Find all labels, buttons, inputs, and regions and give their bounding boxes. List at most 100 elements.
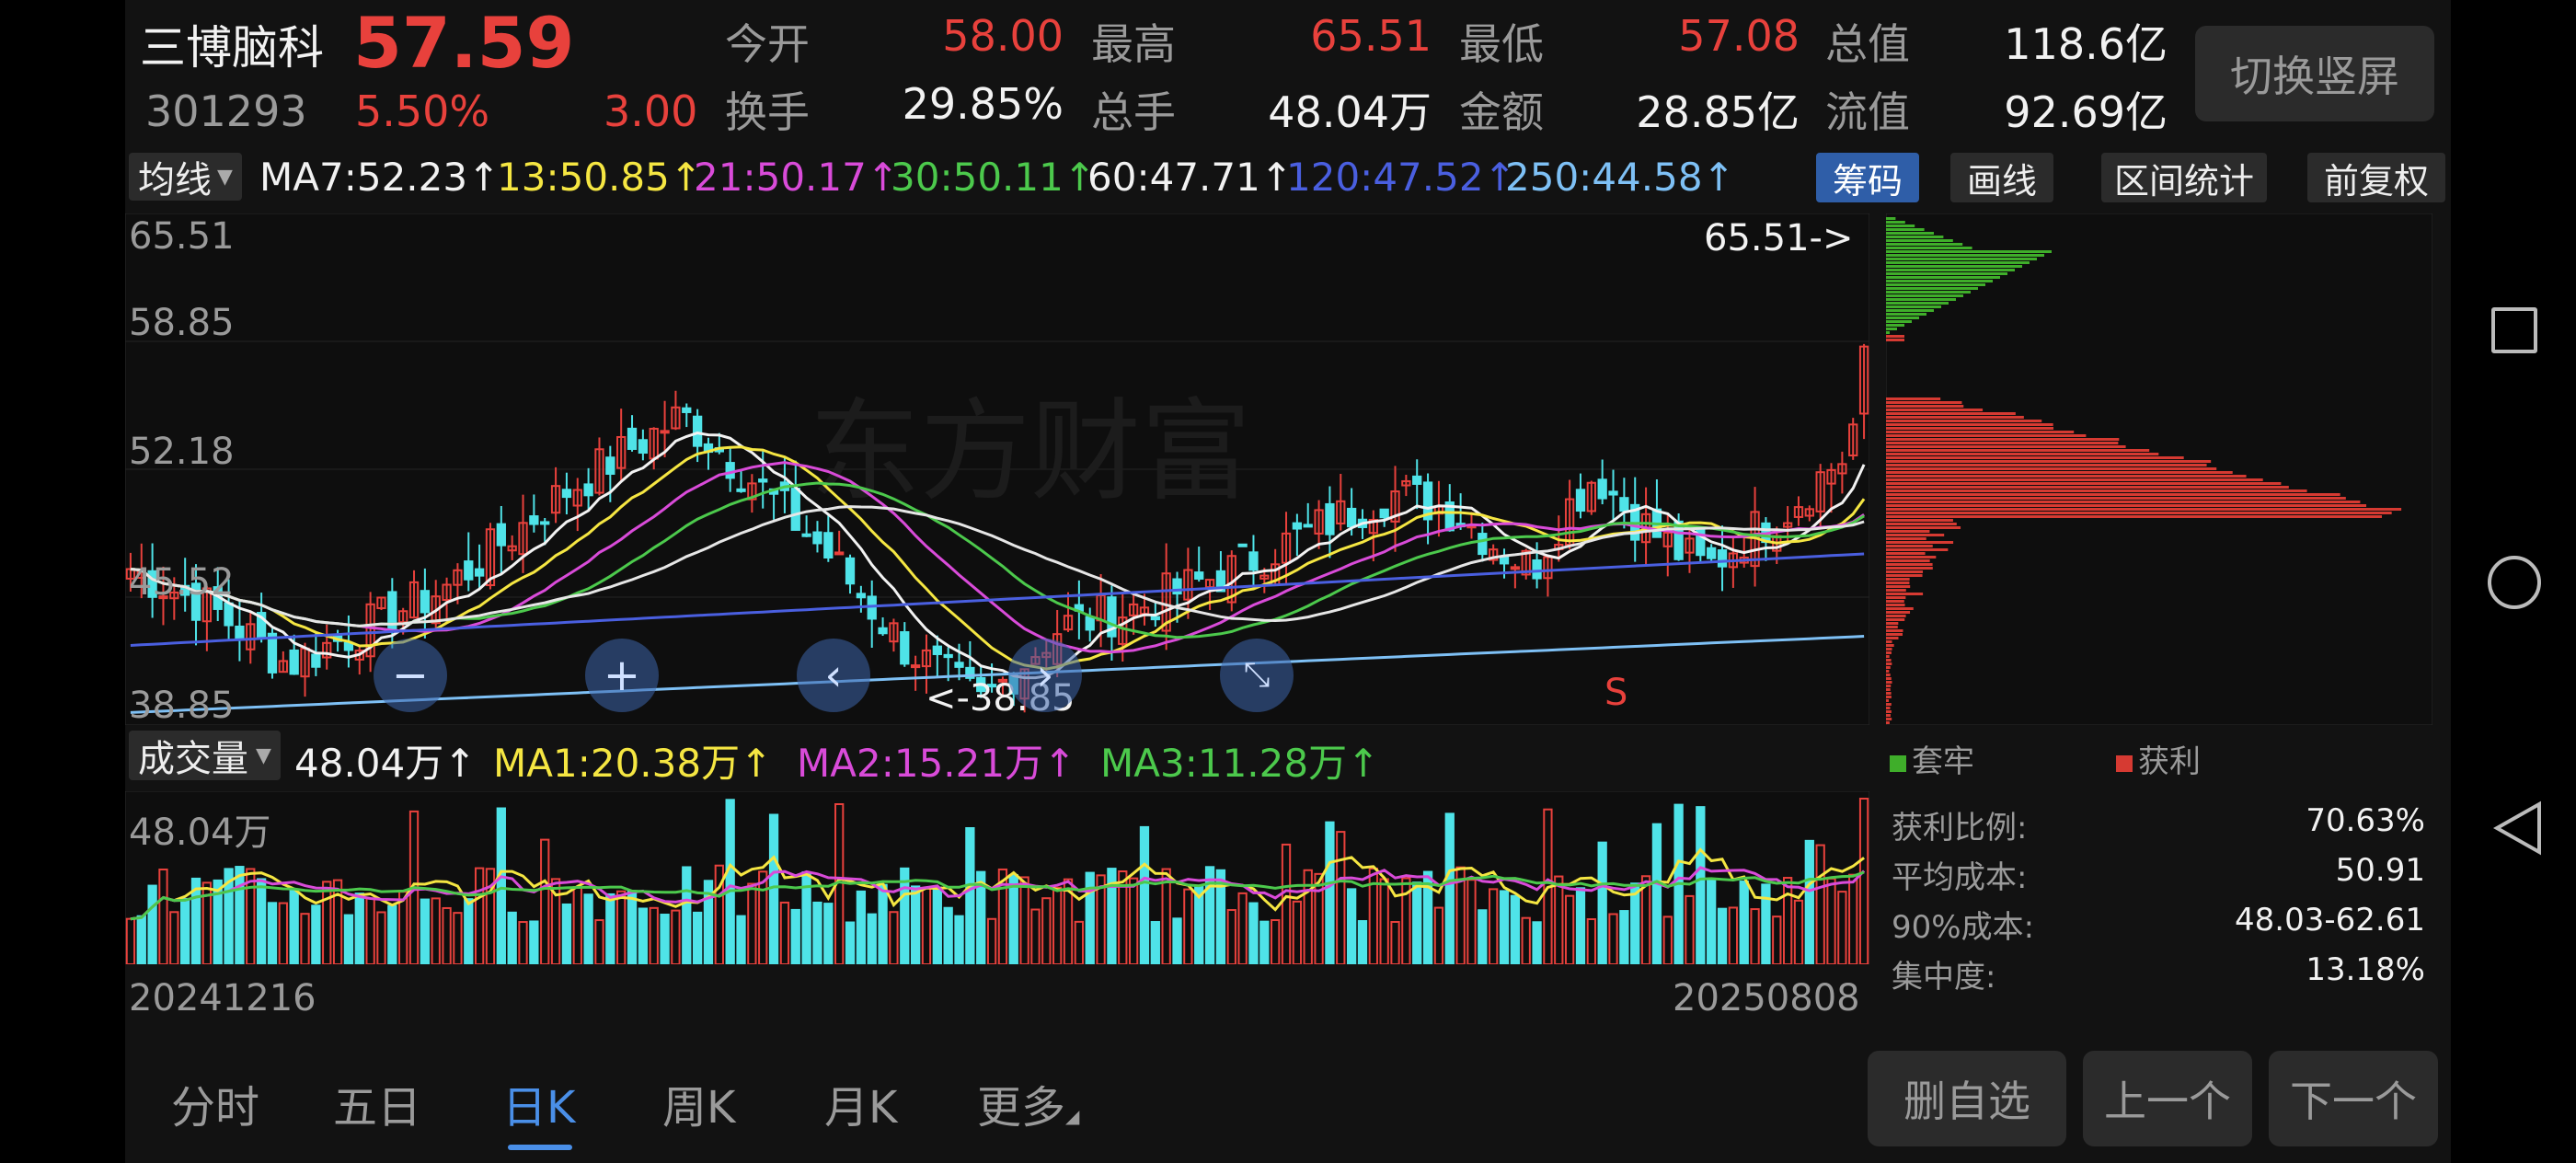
scroll-left-button[interactable]: ‹ — [797, 639, 870, 712]
candlestick-series — [125, 343, 1869, 713]
stock-code: 301293 — [145, 86, 307, 136]
chevron-right-icon: › — [1036, 650, 1054, 701]
remove-watchlist-button[interactable]: 删自选 — [1868, 1051, 2066, 1146]
stat-value-low: 57.08 — [1678, 11, 1800, 61]
y-label-2: 58.85 — [129, 302, 235, 344]
next-stock-button[interactable]: 下一个 — [2269, 1051, 2438, 1146]
end-date: 20250808 — [1673, 977, 1860, 1019]
ma60-value: 60:47.71↑ — [1087, 155, 1294, 200]
stat-value-high: 65.51 — [1310, 11, 1432, 61]
tab-daily-k[interactable]: 日K — [502, 1082, 576, 1134]
dropdown-icon: ▼ — [256, 743, 271, 767]
volume-bars — [125, 798, 1869, 964]
y-label-4: 45.52 — [129, 561, 235, 604]
volume-selector-label: 成交量 — [138, 738, 248, 780]
stock-price: 57.59 — [353, 2, 575, 84]
volume-ma-lines — [130, 847, 1866, 921]
legend-profit: 获利 — [2116, 736, 2201, 781]
profit-ratio-value: 70.63% — [2306, 802, 2425, 839]
draw-line-button[interactable]: 画线 — [1950, 153, 2053, 202]
stock-name: 三博脑科 — [140, 21, 324, 75]
cost90-value: 48.03-62.61 — [2235, 902, 2425, 938]
volume-selector[interactable]: 成交量 ▼ — [129, 731, 281, 780]
avg-cost-value: 50.91 — [2335, 852, 2425, 889]
switch-portrait-button[interactable]: 切换竖屏 — [2195, 26, 2434, 121]
zoom-out-button[interactable]: − — [374, 639, 447, 712]
stat-value-volume: 48.04万 — [1268, 87, 1432, 137]
volume-chart[interactable] — [125, 791, 1869, 964]
ma120-value: 120:47.52↑ — [1286, 155, 1516, 200]
stat-value-mktcap: 118.6亿 — [2004, 19, 2168, 69]
sell-signal: S — [1604, 672, 1628, 714]
legend-swatch-profit — [2116, 755, 2133, 772]
stat-label-high: 最高 — [1091, 19, 1176, 69]
concentration-row: 集中度: 13.18% — [1892, 951, 2425, 997]
recents-icon[interactable] — [2491, 307, 2537, 353]
volume-max-label: 48.04万 — [129, 812, 271, 854]
stat-label-amount: 金额 — [1459, 87, 1544, 137]
vol-ma3-value: MA3:11.28万↑ — [1100, 741, 1380, 786]
stat-value-open: 58.00 — [942, 11, 1064, 61]
concentration-value: 13.18% — [2306, 951, 2425, 988]
chip-distribution-chart — [1886, 213, 2432, 725]
active-tab-indicator — [508, 1145, 572, 1150]
ma21-value: 21:50.17↑ — [694, 155, 900, 200]
legend-trapped: 套牢 — [1890, 736, 1974, 781]
tab-more[interactable]: 更多◢ — [977, 1071, 1079, 1135]
profit-ratio-row: 获利比例: 70.63% — [1892, 802, 2425, 848]
previous-stock-button[interactable]: 上一个 — [2083, 1051, 2252, 1146]
profit-ratio-label: 获利比例: — [1892, 810, 2028, 846]
tab-intraday[interactable]: 分时 — [171, 1082, 260, 1134]
stat-value-amount: 28.85亿 — [1636, 87, 1800, 137]
reset-zoom-button[interactable]: ⤡ — [1220, 639, 1294, 712]
volume-value: 48.04万↑ — [294, 741, 477, 786]
high-marker: 65.51-> — [1704, 217, 1854, 259]
compress-icon: ⤡ — [1243, 656, 1271, 694]
stat-label-floatcap: 流值 — [1825, 87, 1910, 137]
chips-button[interactable]: 筹码 — [1816, 153, 1919, 202]
ma250-value: 250:44.58↑ — [1505, 155, 1735, 200]
start-date: 20241216 — [129, 977, 316, 1019]
concentration-label: 集中度: — [1892, 959, 1996, 996]
legend-label-profit: 获利 — [2138, 743, 2201, 780]
back-icon[interactable] — [2493, 800, 2543, 856]
scroll-right-button[interactable]: › — [1008, 639, 1082, 712]
y-label-3: 52.18 — [129, 431, 235, 473]
dropdown-icon: ▼ — [217, 165, 233, 189]
pct-change: 5.50% — [355, 86, 490, 136]
stat-label-open: 今开 — [725, 19, 810, 69]
minus-icon: − — [391, 650, 430, 701]
avg-cost-row: 平均成本: 50.91 — [1892, 852, 2425, 898]
tab-more-label: 更多 — [977, 1082, 1066, 1134]
watermark-text: 东方财富 — [810, 388, 1251, 516]
stat-label-low: 最低 — [1459, 19, 1544, 69]
corner-triangle-icon: ◢ — [1065, 1105, 1080, 1127]
stat-value-turnover: 29.85% — [902, 79, 1064, 129]
tab-weekly-k[interactable]: 周K — [662, 1082, 736, 1134]
stat-label-turnover: 换手 — [725, 87, 810, 137]
avg-cost-label: 平均成本: — [1892, 859, 2028, 896]
cost90-label: 90%成本: — [1892, 909, 2035, 946]
chevron-left-icon: ‹ — [824, 650, 843, 701]
home-icon[interactable] — [2488, 556, 2541, 609]
cost90-row: 90%成本: 48.03-62.61 — [1892, 902, 2425, 948]
tab-five-day[interactable]: 五日 — [333, 1082, 422, 1134]
zoom-in-button[interactable]: + — [585, 639, 659, 712]
y-label-bottom: 38.85 — [129, 685, 235, 727]
adjust-button[interactable]: 前复权 — [2307, 153, 2445, 202]
ma-selector[interactable]: 均线 ▼ — [129, 153, 242, 202]
vol-ma2-value: MA2:15.21万↑ — [797, 741, 1076, 786]
chip-bars — [1886, 217, 2402, 724]
tab-monthly-k[interactable]: 月K — [824, 1082, 898, 1134]
ma7-value: MA7:52.23↑ — [259, 155, 500, 200]
vol-ma1-value: MA1:20.38万↑ — [493, 741, 773, 786]
stock-detail-screen: 三博脑科 57.59 301293 5.50% 3.00 今开 58.00 最高… — [125, 0, 2451, 1163]
stat-label-volume: 总手 — [1091, 87, 1176, 137]
ma30-value: 30:50.11↑ — [891, 155, 1097, 200]
plus-icon: + — [603, 650, 641, 701]
stat-label-mktcap: 总值 — [1825, 19, 1910, 69]
interval-stats-button[interactable]: 区间统计 — [2101, 153, 2267, 202]
y-label-top: 65.51 — [129, 215, 235, 258]
price-change: 3.00 — [604, 86, 698, 136]
moving-average-lines — [130, 432, 1866, 714]
